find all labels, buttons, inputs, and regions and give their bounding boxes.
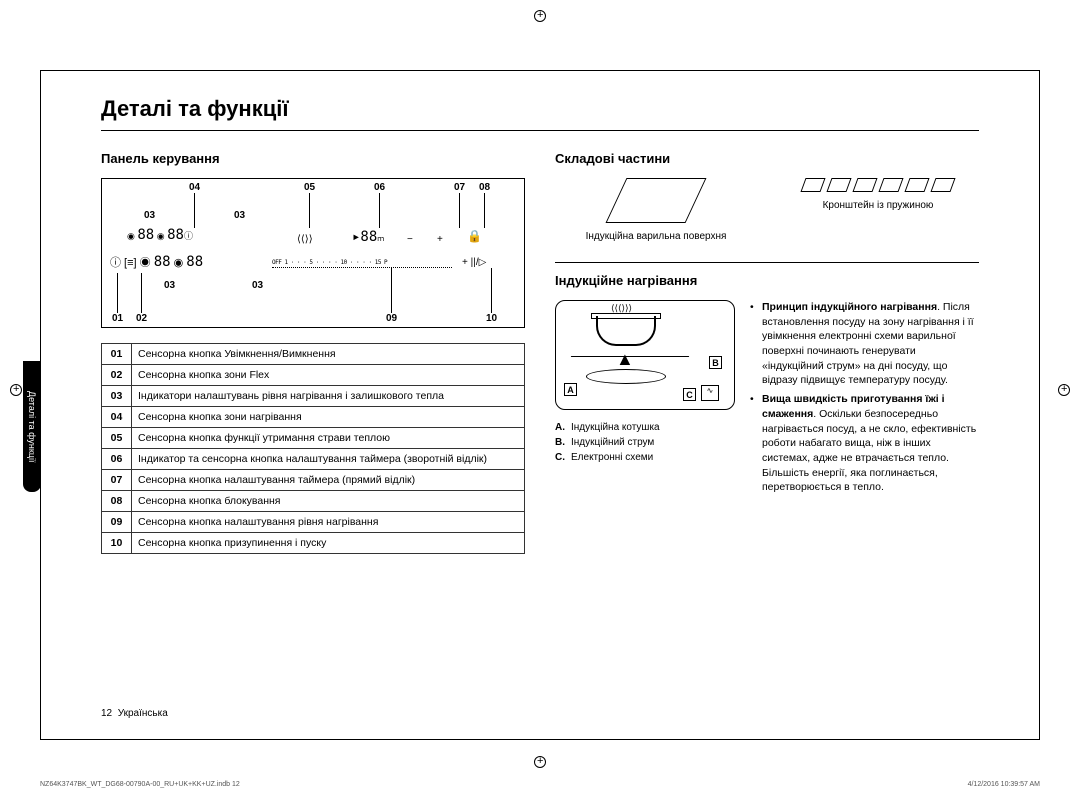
panel-keepwarm-icon: ⟨⟨⟩⟩ [297, 234, 313, 245]
callout-03c: 03 [162, 279, 177, 292]
page-title: Деталі та функції [101, 96, 979, 131]
page-frame: Деталі та функції Деталі та функції Пане… [40, 70, 1040, 740]
diagram-legend: A.Індукційна котушка B.Індукційний струм… [555, 420, 735, 465]
diag-label-a: A [564, 383, 577, 396]
left-column: Панель керування 04 05 06 07 08 03 03 03… [101, 151, 525, 554]
crop-mark-left [10, 384, 22, 396]
surface-illustration [606, 178, 707, 223]
crop-mark-right [1058, 384, 1070, 396]
side-tab: Деталі та функції [23, 361, 41, 492]
pot-icon [596, 316, 656, 346]
legend-num: 01 [102, 344, 132, 365]
panel-plus: + [437, 234, 443, 245]
callout-10: 10 [484, 312, 499, 325]
panel-scale: OFF 1 · · · 5 · · · · 10 · · · · 15 P [272, 259, 387, 266]
callout-03b: 03 [232, 209, 247, 222]
panel-bottom-row: ⓘ [≡] ◉ 88 ◉ 88 [110, 254, 203, 270]
panel-minus: − [407, 234, 413, 245]
legend-text: Сенсорна кнопка Увімкнення/Вимкнення [132, 344, 525, 365]
heating-section-title: Індукційне нагрівання [555, 262, 979, 288]
part-surface: Індукційна варильна поверхня [555, 178, 757, 242]
parts-section-title: Складові частини [555, 151, 979, 166]
crop-mark-top [534, 10, 546, 22]
brackets-illustration [777, 178, 979, 192]
callout-01: 01 [110, 312, 125, 325]
diag-label-c: C [683, 388, 696, 401]
circuit-icon: ∿ [701, 385, 719, 401]
panel-lock-icon: 🔒 [467, 229, 482, 243]
callout-09: 09 [384, 312, 399, 325]
spool-info: NZ64K3747BK_WT_DG68-00790A-00_RU+UK+KK+U… [40, 781, 1040, 788]
panel-timer-display: ▸88ｍ [352, 229, 384, 245]
panel-zone-icon: ◉ 88 ◉ 88ⓘ [127, 227, 193, 243]
callout-03a: 03 [142, 209, 157, 222]
coil-icon [586, 369, 666, 384]
panel-section-title: Панель керування [101, 151, 525, 166]
callout-03d: 03 [250, 279, 265, 292]
heating-diagram: ⟨⟨⟨⟩⟩⟩ ▲ ∿ A B C [555, 300, 735, 410]
legend-table: 01Сенсорна кнопка Увімкнення/Вимкнення 0… [101, 343, 525, 554]
page-footer: 12 Українська [101, 708, 168, 719]
diag-label-b: B [709, 356, 722, 369]
right-column: Складові частини Індукційна варильна пов… [555, 151, 979, 554]
arrow-up-icon: ▲ [616, 349, 634, 370]
callout-02: 02 [134, 312, 149, 325]
part-brackets: Кронштейн із пружиною [777, 178, 979, 242]
heating-bullets: Принцип індукційного нагрівання. Після в… [750, 300, 979, 499]
control-panel-diagram: 04 05 06 07 08 03 03 03 03 ◉ 88 ◉ 88ⓘ ⓘ … [101, 178, 525, 328]
panel-play-icon: + ||/▷ [462, 257, 486, 268]
crop-mark-bottom [534, 756, 546, 768]
